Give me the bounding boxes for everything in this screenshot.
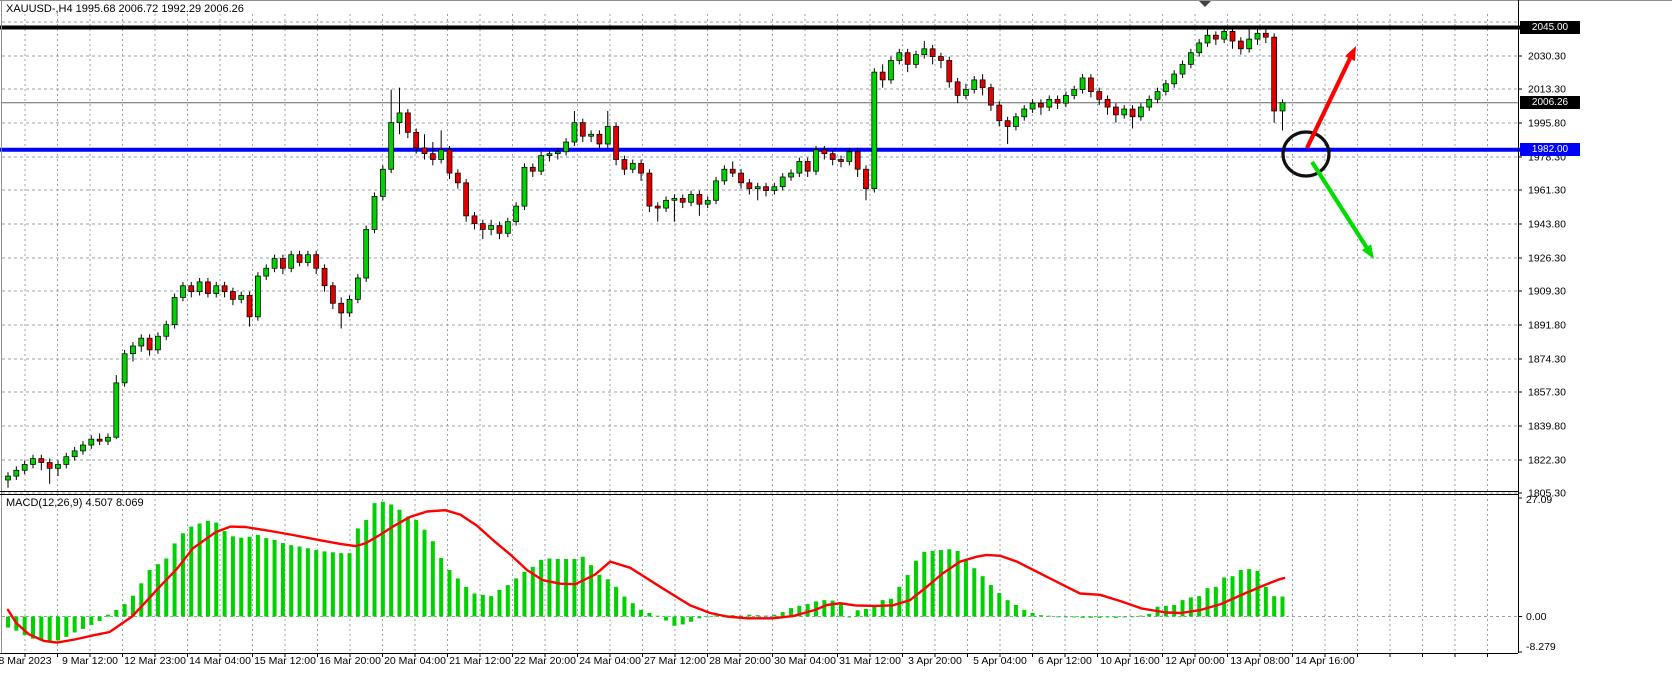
date-tick-label: 9 Mar 12:00	[62, 655, 118, 667]
price-tick-label: 1891.80	[1528, 319, 1566, 331]
macd-tick-label: 0.00	[1526, 611, 1547, 623]
macd-histogram	[6, 501, 1285, 642]
macd-tick-label: 27.09	[1526, 494, 1552, 506]
date-tick-label: 8 Mar 2023	[0, 655, 52, 667]
price-tick-label: 2030.30	[1528, 51, 1566, 63]
resistance-price-badge: 2045.00	[1520, 20, 1580, 34]
price-tick-label: 1822.30	[1528, 454, 1566, 466]
price-tick-label: 1943.80	[1528, 219, 1566, 231]
price-tick-label: 1961.30	[1528, 185, 1566, 197]
macd-axis: 27.09 0.00 -8.279	[1518, 494, 1556, 653]
date-tick-label: 14 Mar 04:00	[189, 655, 251, 667]
price-tick-label: 1926.30	[1528, 252, 1566, 264]
date-tick-label: 12 Apr 00:00	[1165, 655, 1225, 667]
panel-borders	[0, 0, 1672, 654]
date-tick-label: 20 Mar 04:00	[384, 655, 446, 667]
price-tick-label: 1805.30	[1528, 487, 1566, 499]
highlight-circle[interactable]	[1281, 130, 1331, 178]
date-tick-label: 22 Mar 20:00	[514, 655, 576, 667]
price-tick-label: 1839.80	[1528, 420, 1566, 432]
trend-arrow-down[interactable]	[1310, 160, 1374, 259]
date-tick-label: 6 Apr 12:00	[1038, 655, 1092, 667]
price-tick-label: 2013.30	[1528, 84, 1566, 96]
candles-layer	[5, 25, 1286, 488]
date-tick-label: 12 Mar 23:00	[124, 655, 186, 667]
date-tick-label: 16 Mar 20:00	[319, 655, 381, 667]
grid-lines	[2, 14, 1518, 652]
date-tick-label: 27 Mar 12:00	[644, 655, 706, 667]
support-price-badge: 1982.00	[1520, 143, 1580, 157]
chart-ohlc-header: XAUUSD-,H4 1995.68 2006.72 1992.29 2006.…	[6, 3, 244, 15]
date-tick-label: 24 Mar 04:00	[579, 655, 641, 667]
date-tick-label: 5 Apr 04:00	[973, 655, 1027, 667]
trend-arrow-up[interactable]	[1305, 46, 1356, 149]
price-tick-label: 1909.30	[1528, 286, 1566, 298]
chart-shift-marker[interactable]	[1199, 1, 1211, 7]
macd-signal-line	[6, 509, 1286, 644]
date-tick-label: 10 Apr 16:00	[1100, 655, 1160, 667]
date-tick-label: 31 Mar 12:00	[839, 655, 901, 667]
date-tick-label: 13 Apr 08:00	[1230, 655, 1290, 667]
price-tick-label: 1857.30	[1528, 387, 1566, 399]
macd-indicator-label: MACD(12,26,9) 4.507 8.069	[6, 497, 144, 509]
date-tick-label: 28 Mar 20:00	[709, 655, 771, 667]
date-tick-label: 15 Mar 12:00	[254, 655, 316, 667]
time-axis: 8 Mar 2023 9 Mar 12:00 12 Mar 23:00 14 Mar …	[0, 654, 1488, 667]
price-tick-label: 1874.30	[1528, 353, 1566, 365]
date-tick-label: 3 Apr 20:00	[908, 655, 962, 667]
price-tick-label: 1995.80	[1528, 118, 1566, 130]
current-price-badge: 2006.26	[1520, 96, 1580, 110]
date-tick-label: 21 Mar 12:00	[449, 655, 511, 667]
date-tick-label: 30 Mar 04:00	[774, 655, 836, 667]
date-tick-label: 14 Apr 16:00	[1295, 655, 1355, 667]
macd-tick-label: -8.279	[1526, 641, 1556, 653]
